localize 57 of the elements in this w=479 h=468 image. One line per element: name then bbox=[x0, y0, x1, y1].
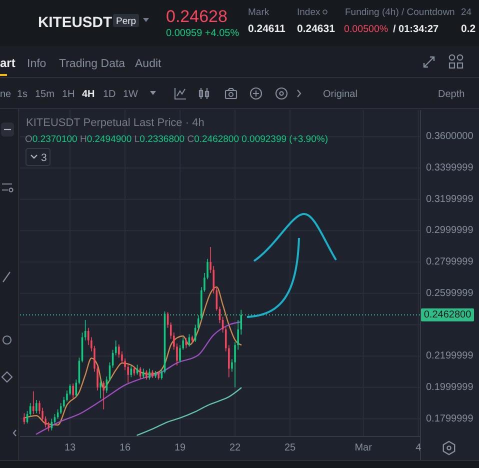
text: 15m bbox=[35, 89, 54, 100]
text: 0.00500% bbox=[344, 24, 388, 35]
x-tick-label: 4 bbox=[416, 442, 422, 454]
y-tick-label: 0.3399999 bbox=[426, 162, 474, 174]
x-tick-label: Mar bbox=[354, 442, 373, 454]
text: 4H bbox=[82, 89, 95, 100]
y-tick-label: 0.1799999 bbox=[426, 413, 474, 424]
text: Funding (4h) / Countdown bbox=[345, 7, 455, 18]
text: O0.2370100 H0.2494900 L0.2336800 C0.2462800 0.0092399 (+3.90%) bbox=[25, 134, 328, 145]
candlestick bbox=[146, 370, 148, 380]
x-tick-label: 16 bbox=[119, 442, 132, 454]
candlestick bbox=[32, 390, 34, 414]
text: art bbox=[0, 56, 16, 70]
annotation: 3 bbox=[41, 152, 47, 164]
candlestick bbox=[148, 368, 150, 380]
ref-line-label: 0.2462800 bbox=[424, 309, 472, 320]
candlestick bbox=[133, 366, 136, 376]
candlestick bbox=[142, 368, 144, 378]
text: Original bbox=[323, 89, 358, 100]
text: 0.24631 bbox=[297, 23, 336, 35]
text: Perp bbox=[116, 16, 136, 27]
x-tick-label: 13 bbox=[64, 442, 76, 454]
candlestick bbox=[23, 412, 26, 425]
text: KITEUSDT bbox=[38, 15, 112, 31]
text: Trading Data bbox=[59, 58, 126, 70]
y-tick-label: 0.3199999 bbox=[426, 194, 474, 205]
candlestick bbox=[100, 379, 102, 399]
text: Mark bbox=[248, 7, 270, 18]
candlestick bbox=[54, 414, 56, 424]
text: 0.24628 bbox=[166, 7, 228, 26]
text: 1D bbox=[103, 89, 116, 100]
y-tick-label: 0.2199999 bbox=[426, 350, 474, 362]
text: Info bbox=[27, 58, 46, 70]
text: 1H bbox=[62, 89, 75, 100]
y-tick-label: 0.2599999 bbox=[426, 288, 474, 299]
y-tick-label: 0.2799999 bbox=[426, 256, 474, 268]
text: Audit bbox=[135, 58, 162, 70]
text: 24 bbox=[461, 7, 472, 18]
y-tick-label: 0.3600000 bbox=[426, 131, 474, 142]
candlestick bbox=[136, 364, 138, 376]
candlestick bbox=[36, 400, 38, 414]
y-tick-label: 0.1999999 bbox=[426, 382, 474, 393]
text: 0.2 bbox=[461, 23, 476, 35]
text: / 01:34:27 bbox=[393, 24, 440, 35]
text: 1s bbox=[17, 89, 28, 100]
text: 0.24611 bbox=[248, 23, 286, 35]
text: 0.00959 +4.05% bbox=[166, 28, 240, 39]
candlestick bbox=[72, 383, 74, 399]
text: KITEUSDT Perpetual Last Price · 4h bbox=[26, 117, 204, 129]
text: Index bbox=[297, 7, 320, 18]
text: ne bbox=[0, 89, 12, 100]
text: Depth bbox=[438, 89, 465, 100]
x-tick-label: 25 bbox=[284, 442, 296, 454]
x-tick-label: 19 bbox=[174, 442, 186, 454]
x-tick-label: 22 bbox=[229, 442, 242, 454]
y-tick-label: 0.2999999 bbox=[426, 225, 474, 236]
text: 1W bbox=[123, 89, 139, 100]
